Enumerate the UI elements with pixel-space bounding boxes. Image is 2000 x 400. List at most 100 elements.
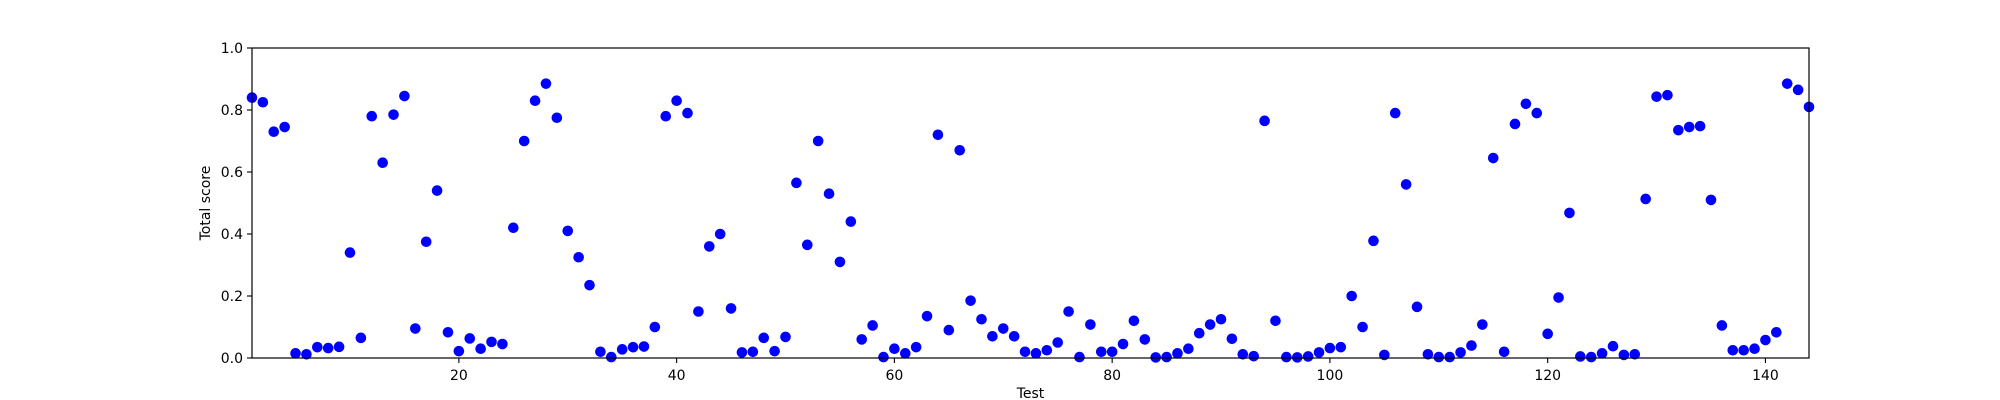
y-axis-label: Total score: [198, 166, 214, 242]
data-point: [1215, 313, 1227, 325]
data-point: [910, 341, 922, 353]
data-point: [1564, 207, 1575, 219]
x-tick-label: 20: [450, 368, 468, 384]
data-point: [486, 336, 497, 348]
data-point: [562, 225, 574, 237]
data-point: [769, 345, 780, 357]
data-points: [246, 78, 1815, 363]
data-point: [1085, 319, 1096, 330]
data-point: [1368, 235, 1379, 247]
data-point: [1662, 89, 1673, 101]
data-point: [1640, 193, 1651, 205]
data-point: [420, 236, 432, 248]
data-point: [290, 348, 301, 359]
data-point: [899, 348, 911, 359]
data-point: [1270, 315, 1281, 327]
data-point: [301, 348, 312, 360]
x-tick-label: 100: [1317, 368, 1344, 384]
data-point: [1520, 98, 1532, 110]
data-point: [540, 78, 552, 89]
data-point: [1781, 78, 1793, 89]
data-point: [1379, 349, 1390, 361]
data-point: [758, 332, 770, 344]
data-point: [1607, 340, 1619, 352]
data-point: [856, 334, 868, 345]
data-point: [410, 323, 421, 334]
data-point: [1128, 315, 1140, 327]
data-point: [584, 279, 595, 291]
data-point: [725, 303, 737, 314]
data-point: [1052, 337, 1064, 348]
data-point: [366, 110, 378, 122]
data-point: [780, 331, 791, 343]
data-point: [1487, 152, 1499, 164]
data-point: [965, 295, 976, 306]
data-point: [1553, 292, 1564, 303]
data-point: [1139, 334, 1151, 345]
data-point: [1204, 319, 1216, 330]
data-point: [1433, 351, 1445, 363]
data-point: [1760, 334, 1771, 346]
y-tick-label: 0.6: [221, 165, 243, 181]
data-point: [1771, 326, 1782, 338]
data-point: [1030, 348, 1042, 359]
data-point: [878, 351, 889, 363]
data-point: [867, 320, 878, 331]
data-point: [823, 188, 835, 199]
y-tick-label: 1.0: [221, 41, 243, 57]
data-point: [682, 107, 693, 119]
data-point: [1324, 342, 1336, 354]
data-point: [388, 109, 399, 120]
plot-frame: [251, 47, 1810, 359]
data-point: [518, 135, 530, 147]
data-point: [987, 331, 998, 342]
data-point: [1444, 351, 1455, 363]
data-point: [954, 145, 966, 156]
data-point: [268, 126, 280, 137]
data-point: [1346, 290, 1357, 302]
data-point: [333, 341, 345, 353]
data-point: [1193, 327, 1205, 339]
data-point: [1357, 321, 1368, 333]
data-point: [1259, 115, 1270, 127]
data-point: [1716, 320, 1728, 331]
data-point: [791, 177, 802, 189]
data-point: [1411, 301, 1423, 313]
data-point: [671, 95, 682, 106]
data-point: [1172, 348, 1183, 359]
x-tick-label: 40: [668, 368, 686, 384]
data-point: [704, 241, 715, 252]
data-point: [932, 129, 944, 141]
data-point: [1041, 344, 1053, 356]
data-point: [257, 96, 269, 108]
x-tick-label: 120: [1534, 368, 1561, 384]
data-point: [442, 326, 454, 338]
data-point: [1161, 351, 1172, 363]
data-point: [312, 341, 323, 353]
data-point: [322, 342, 334, 354]
data-point: [1389, 107, 1401, 119]
data-point: [1150, 352, 1162, 363]
data-point: [1738, 344, 1749, 356]
data-point: [693, 306, 704, 317]
data-point: [714, 228, 726, 240]
data-point: [1248, 350, 1260, 362]
data-point: [355, 332, 367, 344]
data-point: [1673, 124, 1684, 136]
data-point: [1019, 346, 1031, 358]
x-axis-label: Test: [1016, 386, 1045, 400]
data-point: [464, 333, 476, 344]
data-point: [573, 251, 584, 263]
data-point: [1727, 344, 1739, 356]
data-point: [1455, 347, 1466, 358]
data-point: [649, 321, 661, 333]
data-point: [453, 345, 465, 357]
data-point: [1183, 343, 1194, 355]
y-tick-label: 0.4: [221, 227, 243, 243]
data-point: [801, 239, 813, 251]
data-point: [1400, 179, 1412, 190]
data-point: [1291, 352, 1303, 363]
data-point: [1063, 306, 1074, 317]
data-point: [845, 216, 857, 227]
